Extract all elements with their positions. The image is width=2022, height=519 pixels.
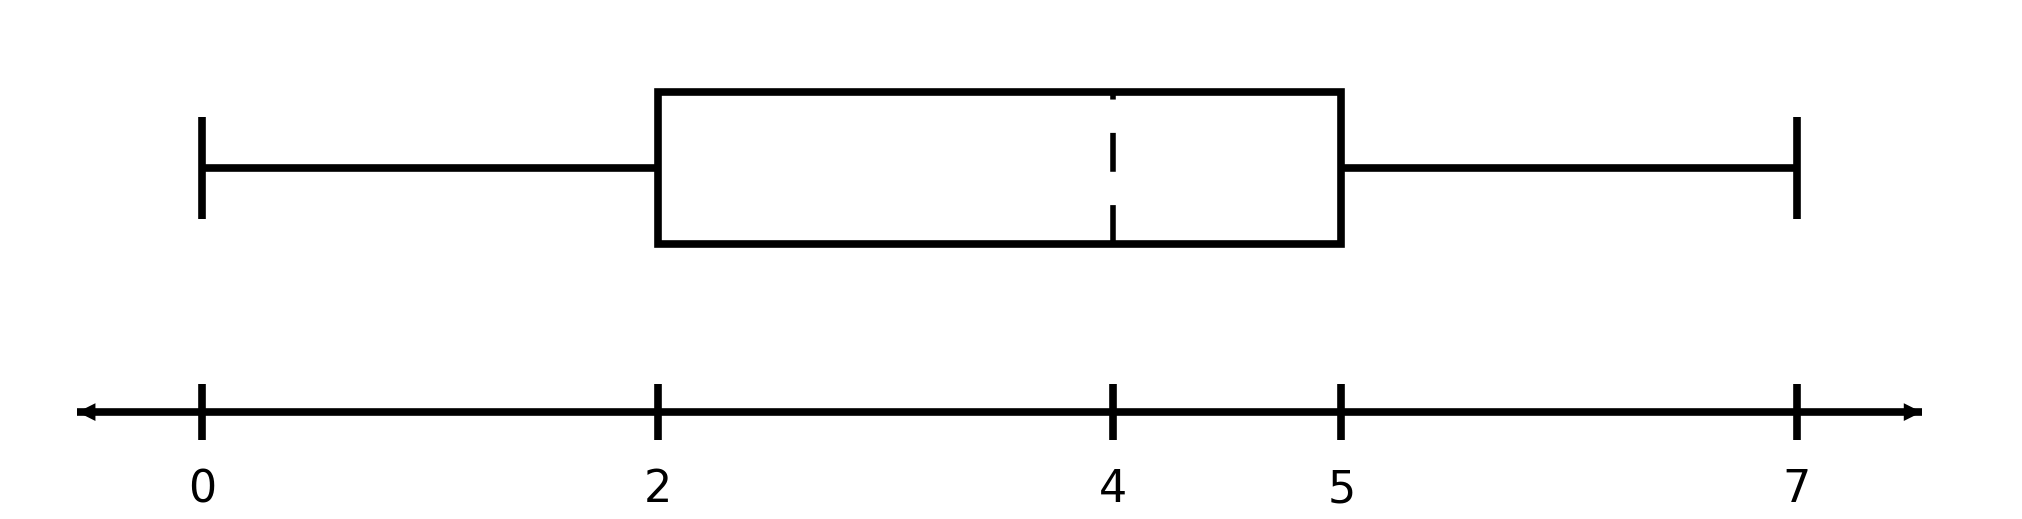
Text: 4: 4 [1100, 468, 1128, 511]
Bar [657, 92, 1341, 244]
Text: 7: 7 [1783, 468, 1812, 511]
Text: 5: 5 [1326, 468, 1355, 511]
Text: 2: 2 [643, 468, 671, 511]
Text: 0: 0 [188, 468, 216, 511]
